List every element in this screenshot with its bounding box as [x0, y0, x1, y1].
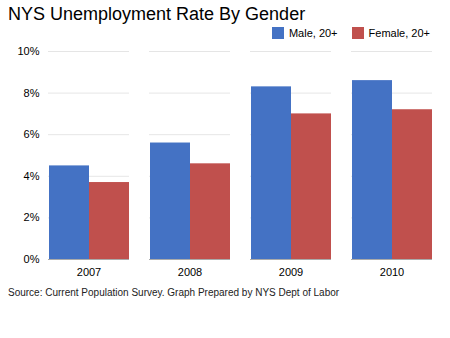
svg-text:2008: 2008: [178, 266, 202, 278]
svg-text:4%: 4%: [24, 170, 40, 182]
html-text:Male, 20+: Male, 20+: [288, 27, 338, 39]
html-text:NYS Unemployment Rate By Gende: NYS Unemployment Rate By Gender: [8, 4, 306, 24]
svg-text:2%: 2%: [24, 211, 40, 223]
html-text:Female, 20+: Female, 20+: [368, 27, 430, 39]
svg-text:8%: 8%: [24, 87, 40, 99]
svg-text:6%: 6%: [24, 128, 40, 140]
svg-text:0%: 0%: [24, 253, 40, 265]
svg-text:2007: 2007: [77, 266, 101, 278]
svg-text:2010: 2010: [380, 266, 404, 278]
html-text:Source: Current Population Sur: Source: Current Population Survey. Graph…: [8, 287, 340, 298]
svg-text:10%: 10%: [17, 45, 39, 57]
svg-text:2009: 2009: [279, 266, 303, 278]
